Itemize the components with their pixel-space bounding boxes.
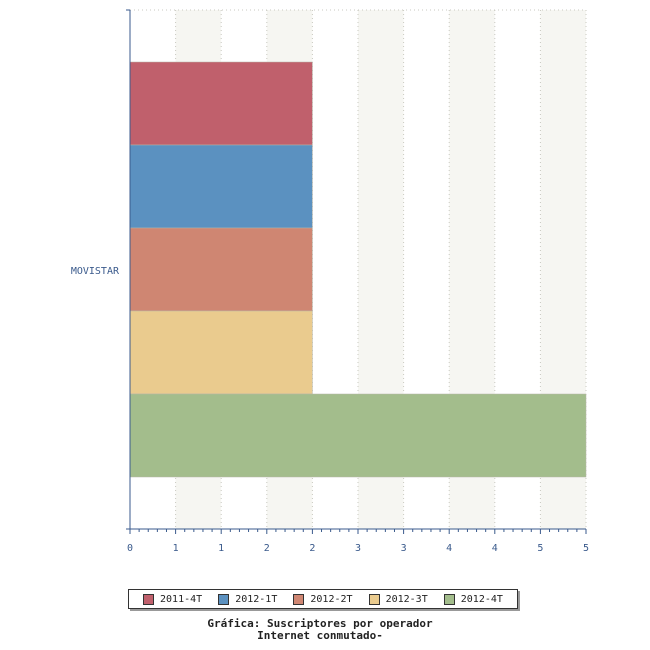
- x-ticks: [129, 529, 587, 534]
- legend: 2011-4T 2012-1T 2012-2T 2012-3T 2012-4T: [128, 589, 518, 609]
- x-tick-label: 4: [492, 543, 498, 554]
- x-tick-label: 5: [537, 543, 543, 554]
- legend-swatch: [443, 593, 455, 605]
- legend-item: 2011-4T: [143, 593, 203, 605]
- legend-swatch: [293, 593, 305, 605]
- legend-item: 2012-4T: [443, 593, 503, 605]
- legend-swatch: [143, 593, 155, 605]
- chart-caption-line-1: Gráfica: Suscriptores por operador: [207, 617, 433, 630]
- y-category-label: MOVISTAR: [71, 266, 120, 277]
- legend-label: 2012-3T: [385, 593, 428, 605]
- x-tick-label: 3: [401, 543, 407, 554]
- x-tick-label: 1: [173, 543, 179, 554]
- legend-item: 2012-1T: [218, 593, 278, 605]
- legend-label: 2011-4T: [160, 593, 203, 605]
- tick-labels: 0 1 1 2 2 3 3 4 4 5 5 MOVISTAR: [71, 266, 589, 554]
- bar-2012-3T: [129, 310, 313, 395]
- legend-label: 2012-1T: [235, 593, 278, 605]
- bar-2012-4T: [129, 393, 587, 478]
- legend-swatch: [368, 593, 380, 605]
- chart-caption-line-2: Internet conmutado-: [257, 629, 383, 642]
- legend-label: 2012-4T: [460, 593, 503, 605]
- x-tick-label: 1: [218, 543, 224, 554]
- bar-2011-4T: [129, 61, 313, 146]
- x-tick-label: 4: [446, 543, 452, 554]
- legend-label: 2012-2T: [310, 593, 353, 605]
- legend-item: 2012-3T: [368, 593, 428, 605]
- legend-swatch: [218, 593, 230, 605]
- x-tick-label: 0: [127, 543, 133, 554]
- bar-2012-2T: [129, 227, 313, 312]
- bar-2012-1T: [129, 144, 313, 229]
- x-tick-label: 3: [355, 543, 361, 554]
- bars: [129, 61, 587, 478]
- legend-item: 2012-2T: [293, 593, 353, 605]
- x-tick-label: 2: [264, 543, 270, 554]
- x-tick-label: 2: [309, 543, 315, 554]
- x-tick-label: 5: [583, 543, 589, 554]
